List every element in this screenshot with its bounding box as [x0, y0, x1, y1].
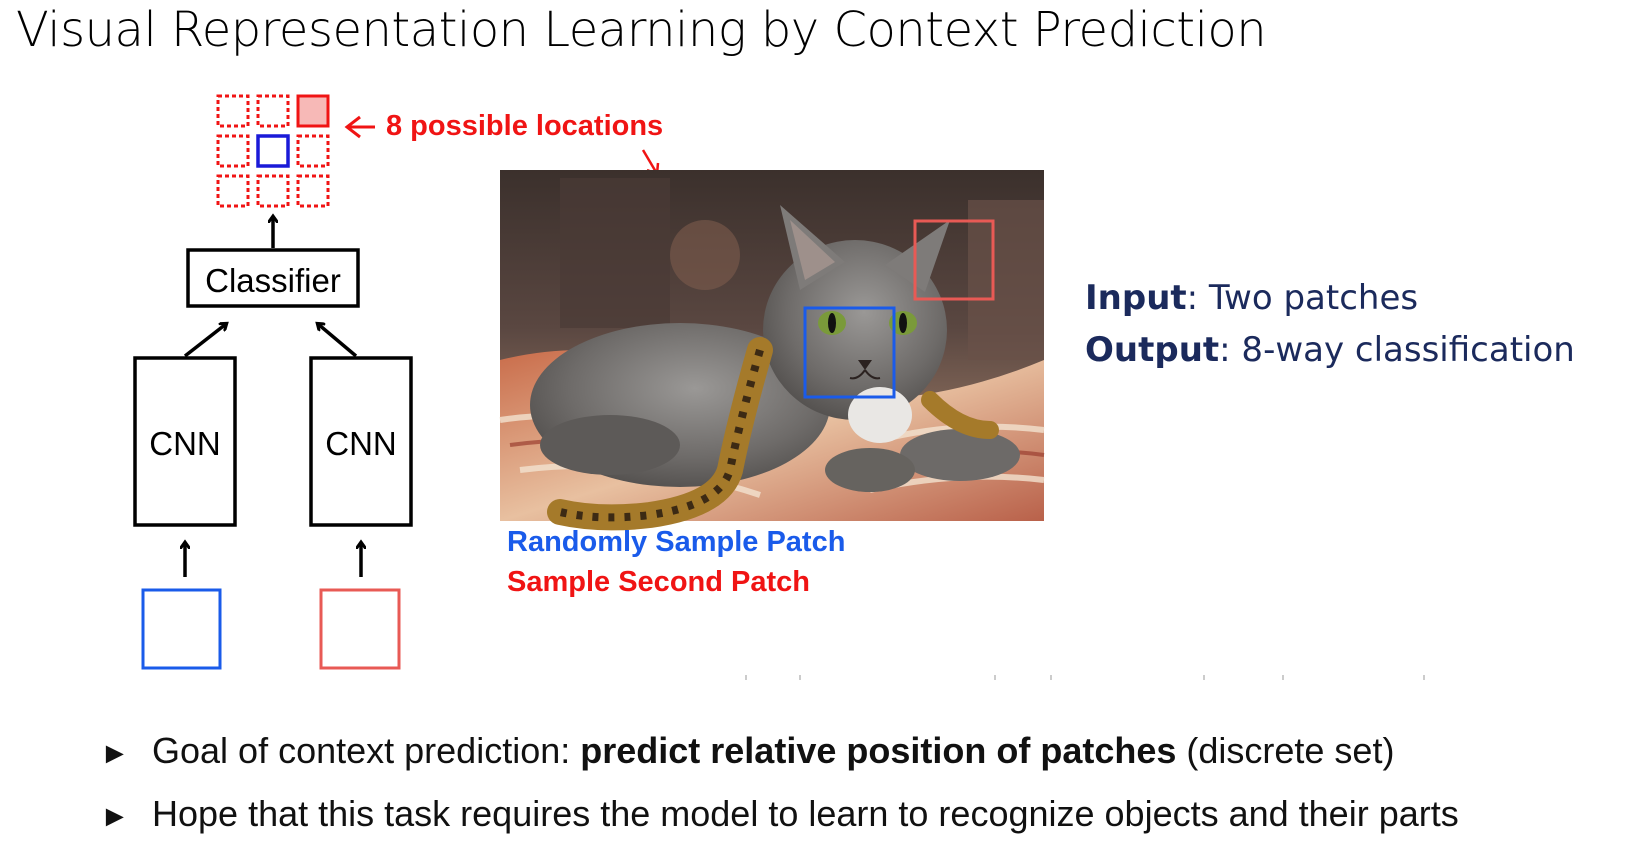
grid-cell-bottom-right — [296, 174, 330, 208]
grid-cell-bottom-center — [256, 174, 290, 208]
grid-annotation: 8 possible locations — [386, 110, 663, 142]
input-line: Input: Two patches — [1085, 278, 1418, 318]
output-key: Output — [1085, 330, 1220, 370]
grid-cell-center — [256, 134, 290, 168]
classifier-box — [186, 248, 360, 308]
bullet-text-pre: Goal of context prediction: — [152, 730, 581, 771]
faint-tick-marks — [745, 675, 1425, 680]
grid-cell-top-right — [296, 94, 330, 128]
input-value: : Two patches — [1186, 278, 1419, 318]
cnn-right-box — [309, 356, 413, 527]
photo-patch-blue — [803, 306, 896, 399]
triangle-right-icon: ► — [100, 800, 130, 833]
bullet-text-pre: Hope that this task requires the model t… — [152, 793, 1459, 834]
cnn-left-box — [133, 356, 237, 527]
grid-cell-top-left — [216, 94, 250, 128]
input-patch-red — [319, 588, 401, 670]
photo-patch-red — [913, 219, 995, 301]
annotation-arrow-left-icon — [344, 115, 375, 139]
cnn-right-label: CNN — [325, 425, 397, 462]
input-patch-blue — [141, 588, 222, 670]
caption-first-patch: Randomly Sample Patch — [507, 526, 846, 558]
bullet-text-bold: predict relative position of patches — [580, 730, 1177, 771]
bullet-item: ► Hope that this task requires the model … — [100, 793, 1459, 835]
cnn-left-label: CNN — [149, 425, 221, 462]
classifier-label: Classifier — [205, 262, 341, 299]
output-line: Output: 8-way classification — [1085, 330, 1575, 370]
arrow-left-cnn-to-classifier — [183, 324, 226, 358]
slide-title: Visual Representation Learning by Contex… — [16, 2, 1267, 58]
bullet-item: ► Goal of context prediction: predict rel… — [100, 730, 1394, 772]
grid-cell-top-center — [256, 94, 290, 128]
grid-cell-bottom-left — [216, 174, 250, 208]
caption-second-patch: Sample Second Patch — [507, 566, 810, 598]
triangle-right-icon: ► — [100, 737, 130, 770]
cat-photo — [499, 170, 1045, 531]
arrow-right-cnn-to-classifier — [318, 324, 358, 358]
input-key: Input — [1085, 278, 1187, 318]
grid-cell-mid-left — [216, 134, 250, 168]
output-value: : 8-way classification — [1219, 330, 1575, 370]
grid-cell-mid-right — [296, 134, 330, 168]
bullet-text-post: (discrete set) — [1176, 730, 1395, 771]
location-grid — [216, 94, 330, 208]
